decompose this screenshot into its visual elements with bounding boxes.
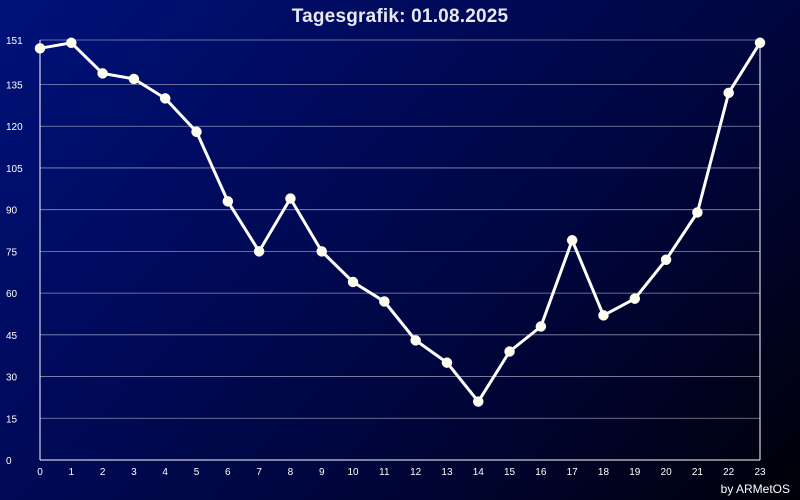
x-tick-label-11: 11 <box>379 467 390 478</box>
data-point-11 <box>379 296 390 307</box>
y-tick-label-135: 135 <box>6 81 23 92</box>
y-tick-label-120: 120 <box>6 122 23 133</box>
y-tick-label-151: 151 <box>6 36 23 47</box>
data-point-2 <box>97 68 108 79</box>
data-point-16 <box>535 321 547 332</box>
data-point-5 <box>191 126 202 138</box>
y-tick-label-0: 0 <box>6 456 12 467</box>
data-point-22 <box>723 87 734 99</box>
y-tick-label-15: 15 <box>6 414 18 425</box>
data-point-20 <box>660 254 672 265</box>
x-tick-label-3: 3 <box>131 467 137 478</box>
data-point-9 <box>316 246 327 257</box>
y-tick-label-90: 90 <box>6 206 18 217</box>
data-point-10 <box>347 276 359 288</box>
x-tick-label-21: 21 <box>692 467 704 478</box>
series-layer <box>34 37 766 407</box>
data-point-8 <box>285 193 296 204</box>
data-point-0 <box>34 43 46 54</box>
x-tick-label-0: 0 <box>37 467 43 478</box>
data-point-3 <box>128 73 140 85</box>
data-point-4 <box>159 93 171 104</box>
x-tick-label-1: 1 <box>69 467 75 478</box>
y-tick-label-60: 60 <box>6 289 18 300</box>
data-point-7 <box>253 246 265 257</box>
chart-title: Tagesgrafik: 01.08.2025 <box>291 6 509 27</box>
x-tick-label-9: 9 <box>319 467 325 478</box>
x-tick-label-20: 20 <box>661 467 673 478</box>
data-point-1 <box>66 37 77 49</box>
grid-layer <box>40 39 760 419</box>
x-tick-label-2: 2 <box>100 467 106 478</box>
axis-layer <box>39 40 761 461</box>
x-tick-label-8: 8 <box>288 467 294 478</box>
y-tick-label-105: 105 <box>6 164 23 175</box>
x-tick-label-7: 7 <box>256 467 262 478</box>
data-point-13 <box>441 357 453 368</box>
data-point-17 <box>566 235 578 246</box>
data-point-23 <box>754 37 766 49</box>
x-tick-label-17: 17 <box>567 467 579 478</box>
series-line <box>38 41 762 404</box>
data-point-14 <box>473 396 484 407</box>
x-tick-label-23: 23 <box>754 467 766 478</box>
x-tick-label-15: 15 <box>504 467 516 478</box>
data-point-18 <box>598 310 609 321</box>
data-point-15 <box>504 346 515 357</box>
data-point-6 <box>222 196 234 207</box>
x-tick-label-5: 5 <box>194 467 200 478</box>
data-point-21 <box>692 207 703 218</box>
x-tick-label-10: 10 <box>347 467 359 478</box>
y-tick-label-45: 45 <box>6 331 18 342</box>
data-point-19 <box>629 293 641 304</box>
x-tick-label-12: 12 <box>410 467 422 478</box>
data-point-12 <box>410 335 421 346</box>
y-tick-label-30: 30 <box>6 373 18 384</box>
x-tick-label-14: 14 <box>473 467 485 478</box>
x-tick-label-18: 18 <box>598 467 610 478</box>
x-tick-label-22: 22 <box>723 467 735 478</box>
x-tick-label-13: 13 <box>441 467 453 478</box>
x-tick-label-16: 16 <box>535 467 547 478</box>
x-tick-label-6: 6 <box>225 467 231 478</box>
y-tick-label-75: 75 <box>6 247 18 258</box>
credit-label: by ARMetOS <box>720 482 790 496</box>
x-tick-label-4: 4 <box>162 467 168 478</box>
x-tick-label-19: 19 <box>629 467 641 478</box>
